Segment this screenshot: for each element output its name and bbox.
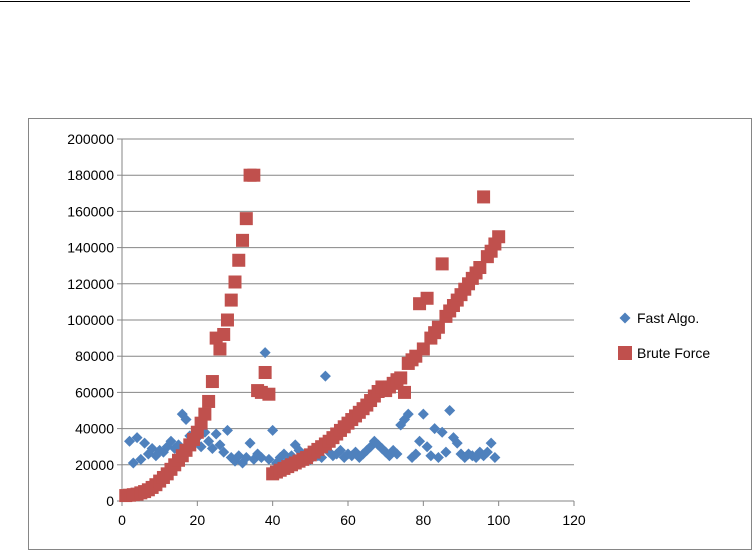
- data-point-diamond: [240, 452, 252, 464]
- data-point-diamond: [259, 347, 271, 359]
- data-point-diamond: [165, 435, 177, 447]
- data-point-diamond: [440, 446, 452, 458]
- y-axis-tick-labels: 0 20000 40000 60000 80000 100000 120000 140000 1…: [67, 131, 114, 509]
- data-point-diamond: [444, 405, 456, 416]
- x-axis-tick-labels: 0 20 40 60 80 100 120: [118, 512, 586, 528]
- data-point-diamond: [421, 441, 433, 453]
- data-point-square: [213, 342, 227, 356]
- data-point-diamond: [263, 453, 275, 465]
- data-point-square: [431, 320, 445, 334]
- chart-frame: 0 20000 40000 60000 80000 100000 120000 140000 1…: [28, 118, 752, 550]
- data-point-diamond: [214, 439, 226, 451]
- data-point-square: [228, 275, 242, 289]
- data-point-diamond: [274, 452, 286, 464]
- y-tick-label: 100000: [67, 312, 114, 328]
- legend-label: Fast Algo.: [637, 310, 699, 326]
- y-tick-label: 80000: [75, 348, 114, 364]
- legend-label: Brute Force: [637, 345, 710, 361]
- data-point-diamond: [206, 443, 218, 455]
- data-point-diamond: [429, 423, 441, 435]
- data-point-diamond: [410, 448, 422, 460]
- x-tick-label: 20: [190, 512, 206, 528]
- x-tick-label: 80: [416, 512, 432, 528]
- y-tick-label: 40000: [75, 421, 114, 437]
- data-point-diamond: [218, 446, 230, 458]
- data-point-square: [473, 261, 487, 275]
- series-fast-algo: [124, 347, 501, 469]
- data-point-square: [247, 168, 261, 182]
- y-tick-label: 200000: [67, 131, 114, 147]
- data-point-diamond: [267, 424, 279, 436]
- x-tick-label: 100: [487, 512, 511, 528]
- data-point-diamond: [417, 408, 429, 420]
- data-point-diamond: [210, 428, 222, 440]
- data-point-diamond: [244, 437, 256, 449]
- data-point-square: [420, 291, 434, 305]
- legend-diamond-marker: [619, 312, 631, 324]
- data-point-diamond: [414, 435, 426, 447]
- data-point-square: [202, 394, 216, 408]
- data-series: [119, 168, 506, 503]
- data-point-diamond: [432, 452, 444, 464]
- data-point-diamond: [233, 450, 245, 462]
- data-point-diamond: [334, 444, 346, 456]
- data-point-diamond: [131, 432, 143, 444]
- legend-square-marker: [618, 346, 632, 360]
- data-point-square: [220, 313, 234, 327]
- data-point-diamond: [402, 408, 414, 420]
- data-point-diamond: [278, 448, 290, 460]
- data-point-square: [236, 233, 250, 247]
- data-point-square: [262, 387, 276, 401]
- data-point-square: [258, 365, 272, 379]
- legend-item: Fast Algo.: [619, 310, 699, 326]
- y-tick-label: 180000: [67, 167, 114, 183]
- data-point-square: [492, 230, 506, 244]
- data-point-diamond: [436, 426, 448, 438]
- axes: [117, 138, 575, 506]
- data-point-diamond: [124, 435, 136, 447]
- data-point-square: [398, 385, 411, 399]
- data-point-diamond: [221, 424, 233, 436]
- data-point-diamond: [319, 370, 331, 382]
- data-point-square: [416, 342, 430, 356]
- data-point-square: [477, 190, 491, 204]
- scatter-chart: 0 20000 40000 60000 80000 100000 120000 140000 1…: [67, 131, 710, 528]
- x-tick-label: 60: [340, 512, 356, 528]
- data-point-square: [239, 212, 253, 226]
- data-point-square: [205, 375, 219, 389]
- data-point-diamond: [180, 414, 192, 426]
- data-point-diamond: [135, 453, 147, 465]
- y-tick-label: 160000: [67, 203, 114, 219]
- data-point-diamond: [146, 443, 158, 455]
- data-point-square: [198, 407, 212, 421]
- data-point-diamond: [451, 437, 463, 449]
- x-tick-label: 0: [118, 512, 126, 528]
- x-tick-label: 40: [265, 512, 281, 528]
- data-point-square: [217, 327, 231, 341]
- x-tick-label: 120: [562, 512, 586, 528]
- data-point-square: [232, 253, 246, 267]
- data-point-square: [224, 293, 238, 307]
- y-tick-label: 20000: [75, 457, 114, 473]
- y-tick-label: 0: [106, 493, 114, 509]
- data-point-diamond: [203, 435, 215, 447]
- y-tick-label: 60000: [75, 384, 114, 400]
- data-point-diamond: [425, 450, 437, 462]
- data-point-square: [435, 257, 449, 271]
- data-point-diamond: [255, 452, 267, 464]
- data-point-diamond: [485, 437, 497, 449]
- data-point-diamond: [127, 457, 139, 469]
- data-point-diamond: [481, 446, 493, 458]
- legend: Fast Algo. Brute Force: [618, 310, 710, 361]
- y-tick-label: 120000: [67, 276, 114, 292]
- top-divider-line: [0, 1, 690, 2]
- series-brute-force: [119, 168, 506, 503]
- legend-item: Brute Force: [618, 345, 710, 361]
- data-point-diamond: [489, 452, 501, 464]
- data-point-diamond: [391, 448, 403, 460]
- data-point-diamond: [139, 437, 151, 449]
- y-tick-label: 140000: [67, 240, 114, 256]
- data-point-square: [394, 371, 408, 385]
